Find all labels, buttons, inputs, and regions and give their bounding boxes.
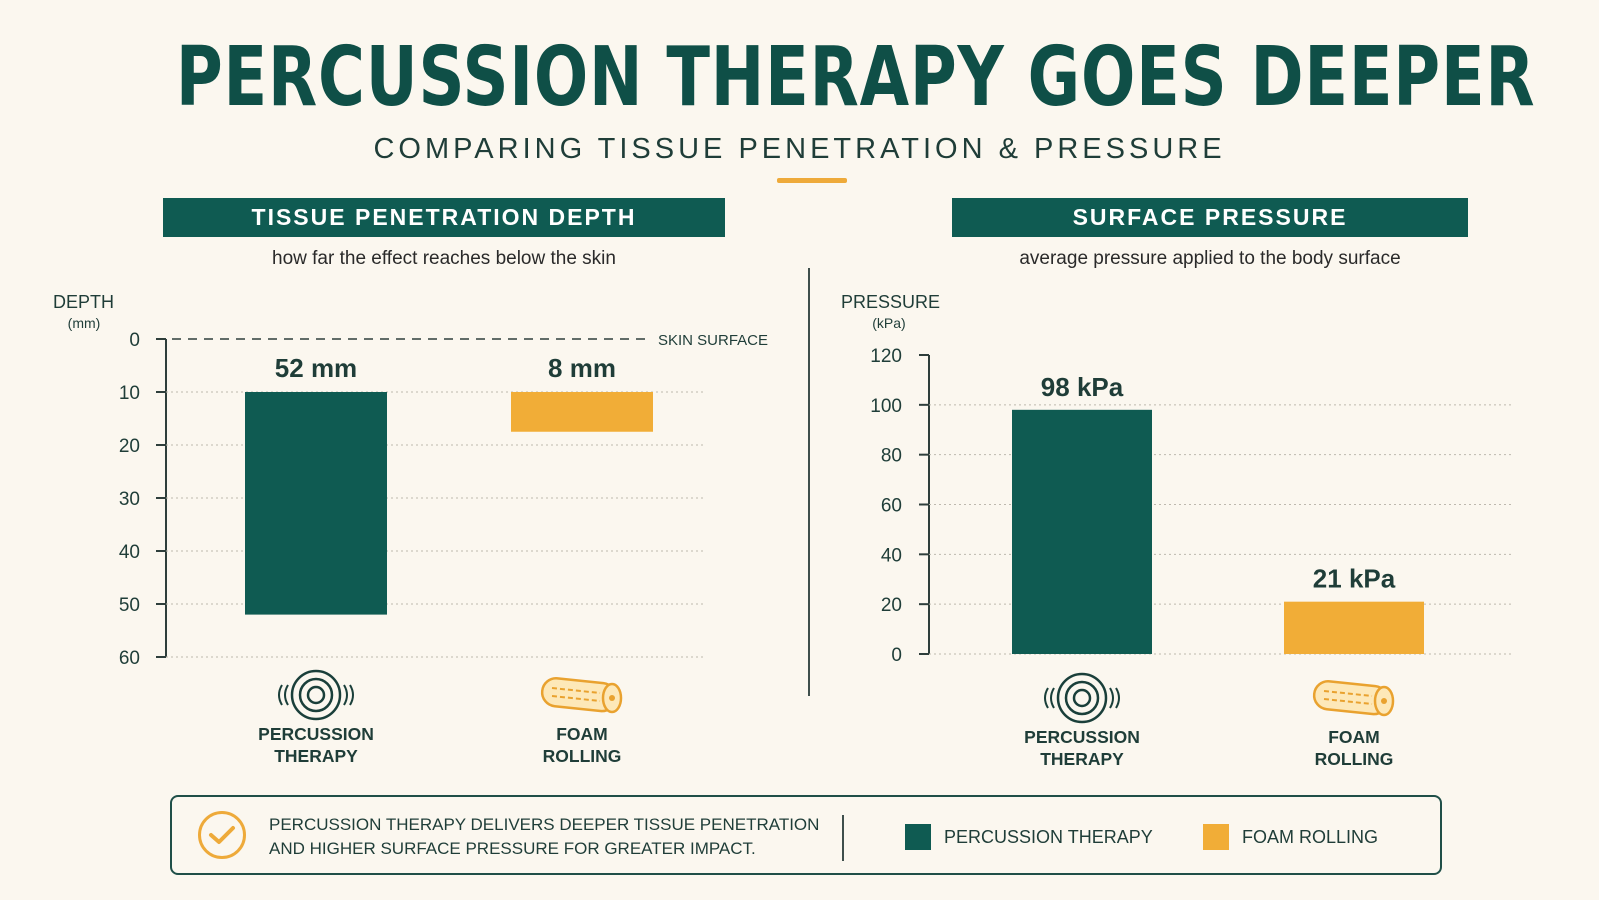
pressure-category-label-percussion-line-2: THERAPY <box>1040 749 1124 769</box>
footer-message: PERCUSSION THERAPY DELIVERS DEEPER TISSU… <box>269 813 829 861</box>
depth-bar-foam <box>511 392 653 432</box>
depth-data-label-percussion: 52 mm <box>275 353 357 383</box>
legend-item-foam: FOAM ROLLING <box>1203 824 1378 850</box>
legend-item-percussion: PERCUSSION THERAPY <box>905 824 1153 850</box>
title-underline <box>777 178 847 183</box>
depth-chart-title: TISSUE PENETRATION DEPTH <box>163 198 725 237</box>
pressure-chart-subtitle: average pressure applied to the body sur… <box>1019 248 1401 269</box>
footer-message-line-2: AND HIGHER SURFACE PRESSURE FOR GREATER … <box>269 839 756 858</box>
depth-category-label-foam-line-1: FOAM <box>556 724 608 744</box>
pressure-category-label-foam-line-2: ROLLING <box>1315 749 1394 769</box>
pressure-category-label-foam-line-1: FOAM <box>1328 727 1380 747</box>
depth-tick-label: 50 <box>119 595 140 616</box>
depth-tick-label: 10 <box>119 383 140 404</box>
depth-tick-label: 20 <box>119 436 140 457</box>
depth-category-label-foam-line-2: ROLLING <box>543 746 622 766</box>
legend-label-percussion: PERCUSSION THERAPY <box>944 826 1153 847</box>
pressure-tick-label: 80 <box>881 446 902 467</box>
depth-bar-percussion <box>245 392 387 615</box>
pressure-tick-label: 120 <box>870 346 902 367</box>
pressure-tick-label: 40 <box>881 545 902 566</box>
depth-chart-subtitle: how far the effect reaches below the ski… <box>272 248 616 269</box>
depth-tick-label: 30 <box>119 489 140 510</box>
pressure-bar-percussion <box>1012 409 1152 654</box>
depth-data-label-foam: 8 mm <box>548 353 616 383</box>
checkmark-icon <box>198 811 246 859</box>
depth-tick-label: 40 <box>119 542 140 563</box>
foam-roller-icon <box>540 677 623 714</box>
pressure-axis-unit: (kPa) <box>872 315 905 331</box>
pressure-tick-label: 0 <box>891 645 902 666</box>
depth-category-label-percussion-line-1: PERCUSSION <box>258 724 374 744</box>
pressure-data-label-foam: 21 kPa <box>1313 564 1396 594</box>
foam-roller-icon <box>1312 680 1395 717</box>
pressure-tick-label: 20 <box>881 595 902 616</box>
pressure-bar-foam <box>1284 601 1424 654</box>
legend-swatch-percussion <box>905 824 931 850</box>
page-subtitle: COMPARING TISSUE PENETRATION & PRESSURE <box>373 133 1226 165</box>
skin-surface-label: SKIN SURFACE <box>658 332 768 349</box>
pressure-data-label-percussion: 98 kPa <box>1041 372 1124 402</box>
pressure-tick-label: 60 <box>881 496 902 517</box>
pressure-category-label-percussion-line-1: PERCUSSION <box>1024 727 1140 747</box>
depth-category-label-percussion-line-2: THERAPY <box>274 746 358 766</box>
legend-swatch-foam <box>1203 824 1229 850</box>
depth-axis-label: DEPTH <box>53 292 114 312</box>
depth-tick-label: 0 <box>129 330 140 351</box>
pressure-tick-label: 100 <box>870 396 902 417</box>
panel-divider <box>808 268 810 696</box>
footer-message-line-1: PERCUSSION THERAPY DELIVERS DEEPER TISSU… <box>269 815 820 834</box>
percussion-target-icon <box>1044 672 1120 724</box>
depth-axis-unit: (mm) <box>68 315 101 331</box>
page-title: PERCUSSION THERAPY GOES DEEPER <box>175 30 1536 125</box>
footer-divider <box>842 815 844 861</box>
footer-box: PERCUSSION THERAPY DELIVERS DEEPER TISSU… <box>170 795 1442 875</box>
pressure-chart-title: SURFACE PRESSURE <box>952 198 1468 237</box>
depth-tick-label: 60 <box>119 648 140 669</box>
legend-label-foam: FOAM ROLLING <box>1242 826 1379 847</box>
percussion-target-icon <box>278 669 354 721</box>
pressure-axis-label: PRESSURE <box>841 292 940 312</box>
